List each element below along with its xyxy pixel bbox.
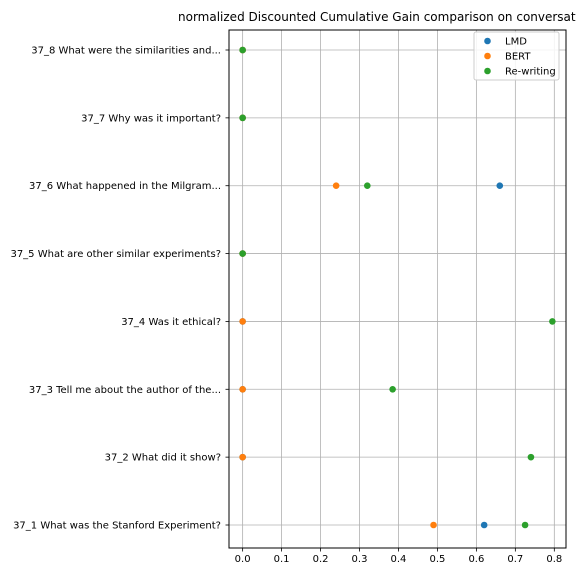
y-tick-label: 37_3 Tell me about the author of the... bbox=[29, 385, 221, 396]
point-bert bbox=[430, 521, 437, 529]
chart-title: normalized Discounted Cumulative Gain co… bbox=[178, 10, 576, 24]
point-bert bbox=[239, 453, 246, 461]
x-tick-label: 0.3 bbox=[352, 554, 368, 565]
point-re-writing bbox=[521, 521, 529, 529]
legend: LMD BERT Re-writing bbox=[473, 31, 560, 81]
x-tick-label: 0.4 bbox=[391, 554, 407, 565]
x-tick-label: 0.2 bbox=[313, 554, 329, 565]
point-re-writing bbox=[389, 385, 396, 393]
y-tick-label: 37_5 What are other similar experiments? bbox=[10, 249, 221, 260]
grid-lines bbox=[229, 30, 566, 548]
x-tick-label: 0.8 bbox=[546, 554, 562, 565]
legend-marker bbox=[484, 67, 491, 75]
point-re-writing bbox=[549, 318, 556, 325]
y-tick-label: 37_6 What happened in the Milgram... bbox=[29, 181, 221, 192]
point-bert bbox=[239, 318, 246, 325]
legend-label: Re-writing bbox=[505, 67, 556, 78]
point-lmd bbox=[480, 521, 488, 529]
point-re-writing bbox=[527, 453, 535, 461]
point-re-writing bbox=[364, 182, 371, 190]
x-tick-label: 0.7 bbox=[507, 554, 523, 565]
x-tick-label: 0.6 bbox=[468, 554, 484, 565]
point-bert bbox=[239, 385, 246, 393]
y-tick-label: 37_4 Was it ethical? bbox=[121, 317, 221, 328]
legend-marker bbox=[484, 37, 491, 45]
point-bert bbox=[332, 182, 340, 190]
y-tick-label: 37_2 What did it show? bbox=[105, 453, 221, 464]
x-tick-labels: 0.0 0.1 0.2 0.3 0.4 0.5 0.6 0.7 0.8 bbox=[235, 548, 562, 565]
x-tick-label: 0.5 bbox=[429, 554, 445, 565]
point-lmd bbox=[496, 182, 504, 190]
legend-label: LMD bbox=[505, 37, 527, 48]
y-tick-label: 37_7 Why was it important? bbox=[81, 113, 221, 124]
plot-frame bbox=[228, 29, 567, 549]
legend-marker bbox=[484, 52, 491, 60]
x-tick-label: 0.0 bbox=[235, 554, 251, 565]
y-tick-labels: 37_1 What was the Stanford Experiment? 37… bbox=[10, 46, 229, 532]
legend-label: BERT bbox=[505, 52, 531, 63]
point-re-writing bbox=[239, 250, 246, 257]
y-tick-label: 37_8 What were the similarities and... bbox=[31, 46, 221, 57]
x-tick-label: 0.1 bbox=[274, 554, 290, 565]
y-tick-label: 37_1 What was the Stanford Experiment? bbox=[13, 521, 221, 532]
point-re-writing bbox=[239, 46, 246, 54]
data-points bbox=[239, 46, 556, 529]
point-re-writing bbox=[239, 114, 246, 122]
legend-box bbox=[473, 31, 560, 81]
